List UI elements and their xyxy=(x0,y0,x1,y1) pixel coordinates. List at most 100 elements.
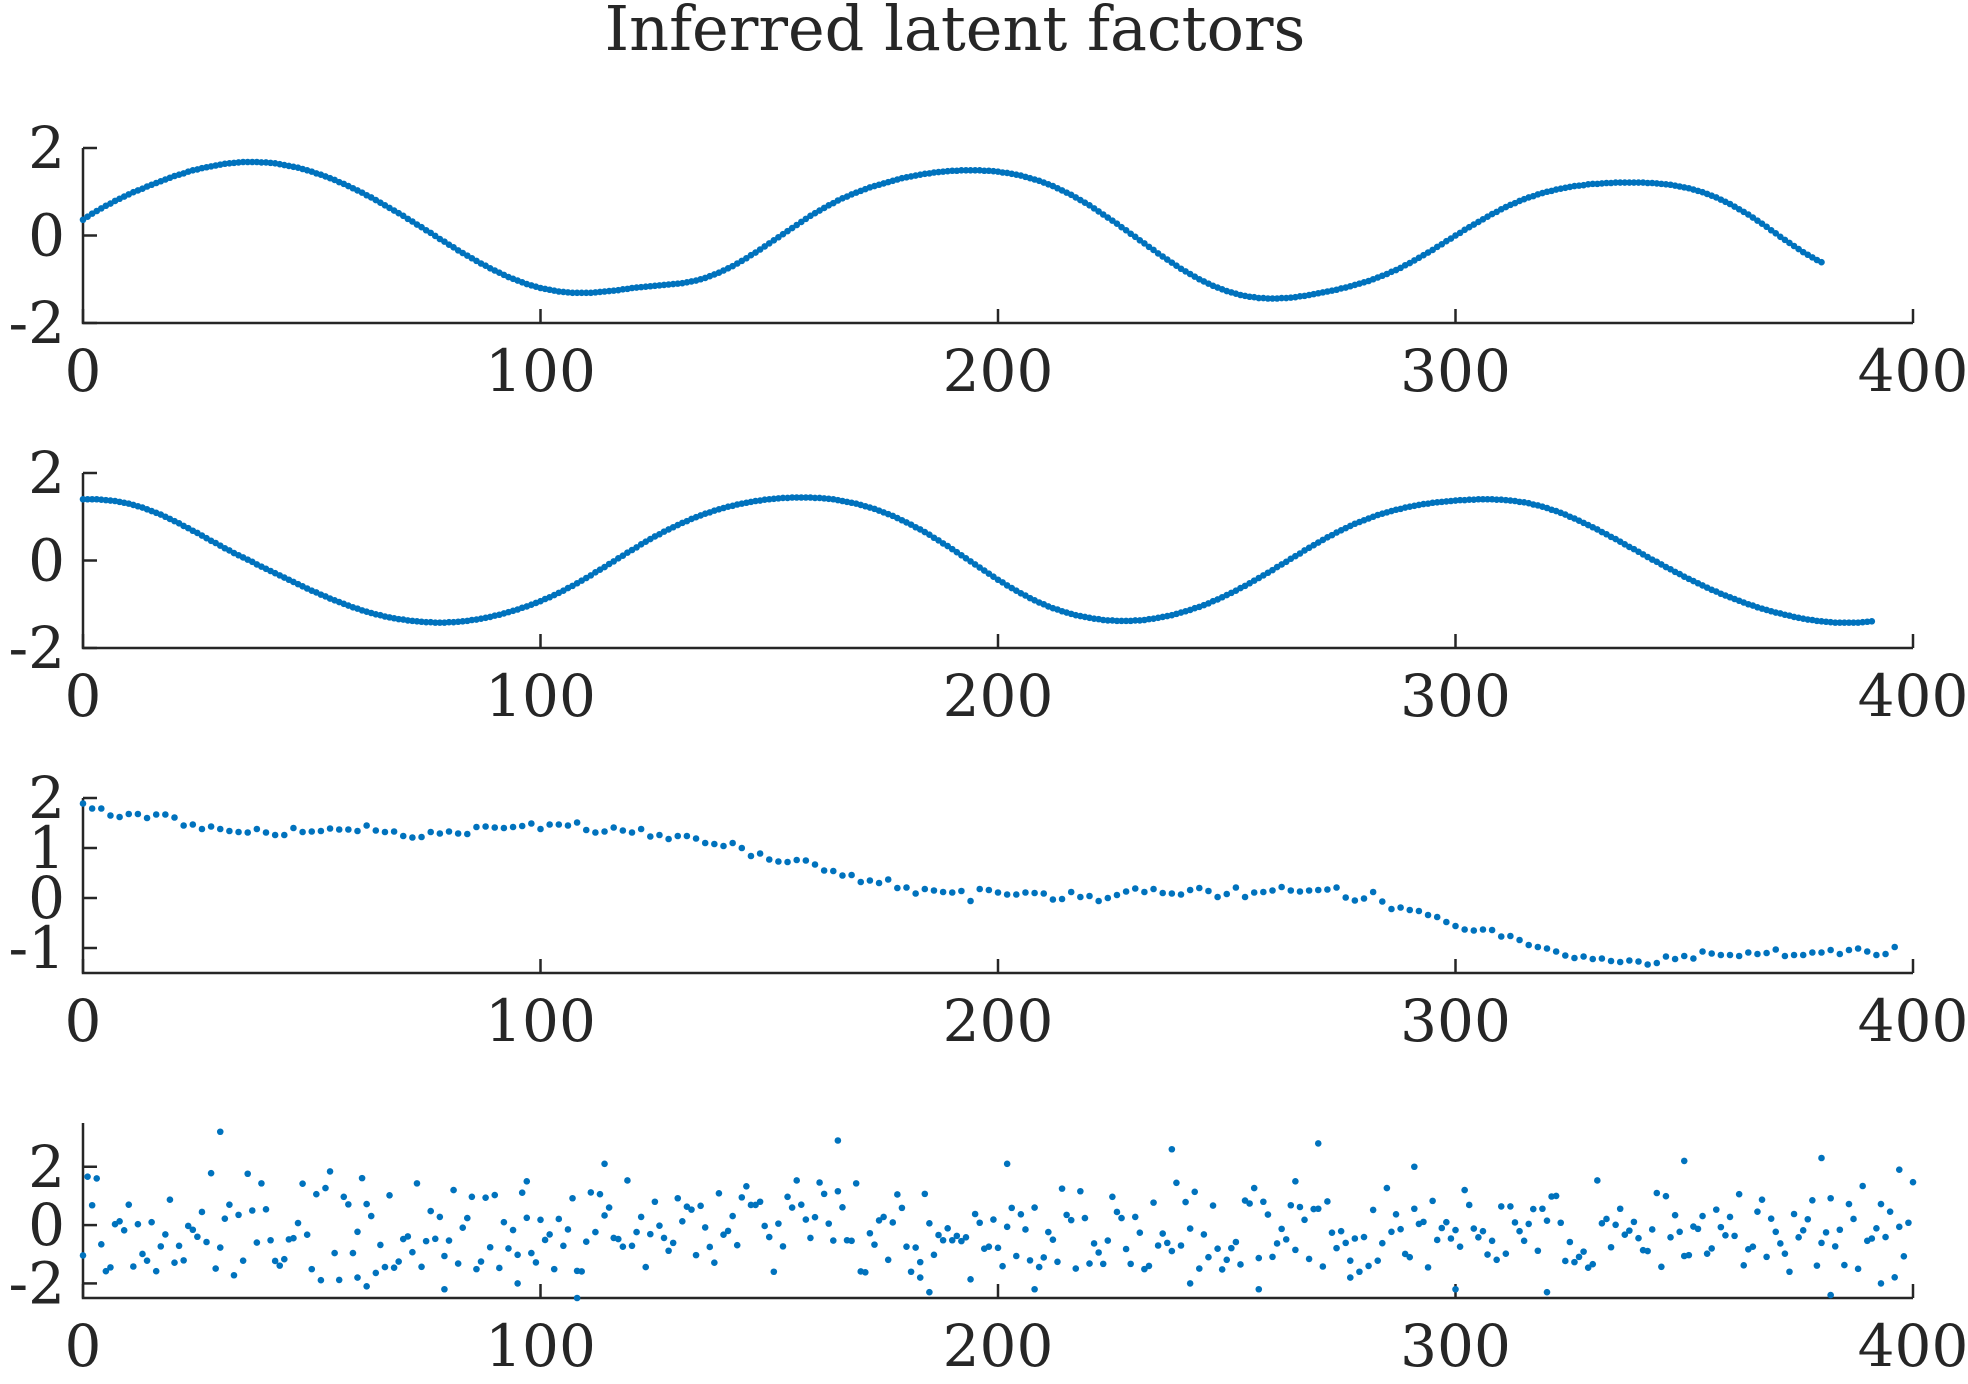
scatter-point xyxy=(1379,898,1386,905)
scatter-point xyxy=(1603,1215,1610,1223)
scatter-point xyxy=(1122,1245,1130,1253)
scatter-point xyxy=(1626,179,1633,186)
scatter-point xyxy=(903,884,910,891)
scatter-point xyxy=(1045,1228,1052,1236)
scatter-point xyxy=(1722,1231,1729,1239)
scatter-point xyxy=(431,619,439,626)
scatter-point xyxy=(1250,1184,1258,1192)
scatter-point xyxy=(1369,888,1377,896)
scatter-point xyxy=(811,861,819,868)
scatter-point xyxy=(1209,1202,1217,1209)
scatter-point xyxy=(1452,1226,1459,1234)
scatter-point xyxy=(573,289,581,297)
scatter-point xyxy=(276,1262,284,1269)
scatter-point xyxy=(491,824,499,831)
x-tick-label: 200 xyxy=(943,337,1054,405)
scatter-point xyxy=(1424,1264,1432,1271)
scatter-point xyxy=(1008,1204,1016,1212)
scatter-point xyxy=(848,1237,855,1245)
scatter-point xyxy=(1534,943,1542,951)
scatter-point xyxy=(1836,950,1844,958)
x-tick-label: 100 xyxy=(485,337,596,405)
scatter-point xyxy=(1529,1205,1537,1213)
scatter-point xyxy=(189,821,197,828)
scatter-point xyxy=(1154,1242,1162,1249)
scatter-point xyxy=(93,1175,101,1182)
scatter-point xyxy=(148,1218,155,1226)
scatter-point xyxy=(1369,1206,1377,1214)
x-tick-label: 200 xyxy=(943,987,1054,1055)
scatter-point xyxy=(1255,294,1263,302)
scatter-point xyxy=(468,1193,476,1201)
scatter-point xyxy=(720,1231,727,1239)
scatter-point xyxy=(1346,1257,1354,1264)
scatter-point xyxy=(1772,230,1780,237)
scatter-point xyxy=(1205,887,1212,895)
scatter-point xyxy=(1831,619,1839,626)
scatter-point xyxy=(1113,220,1121,227)
scatter-point xyxy=(1269,1253,1276,1261)
scatter-point xyxy=(999,1262,1006,1270)
scatter-point xyxy=(1763,223,1770,231)
scatter-point xyxy=(1909,1178,1917,1186)
scatter-point xyxy=(596,1190,604,1198)
scatter-point xyxy=(948,1236,956,1244)
scatter-point xyxy=(1218,1266,1226,1273)
scatter-point xyxy=(422,618,430,626)
scatter-point xyxy=(107,812,114,819)
scatter-point xyxy=(1411,1205,1418,1213)
scatter-point xyxy=(1058,895,1066,903)
scatter-point xyxy=(1465,1201,1473,1209)
scatter-point xyxy=(1488,926,1496,934)
scatter-point xyxy=(230,1271,238,1279)
scatter-point xyxy=(1159,1230,1166,1237)
scatter-point xyxy=(852,1180,860,1187)
scatter-point xyxy=(692,835,700,842)
scatter-point xyxy=(1758,1196,1766,1204)
scatter-point xyxy=(1086,892,1093,900)
scatter-point xyxy=(738,1194,746,1201)
scatter-point xyxy=(679,1217,686,1225)
scatter-point xyxy=(619,827,627,834)
scatter-point xyxy=(322,1184,329,1192)
scatter-point xyxy=(216,1244,224,1251)
scatter-point xyxy=(1699,1212,1706,1220)
scatter-point xyxy=(1850,619,1857,626)
scatter-point xyxy=(1694,1225,1702,1233)
scatter-point xyxy=(509,823,517,831)
scatter-point xyxy=(656,831,663,839)
scatter-point xyxy=(770,1268,778,1276)
scatter-point xyxy=(1104,894,1112,902)
scatter-point xyxy=(1022,889,1029,896)
scatter-point xyxy=(1397,1225,1404,1233)
scatter-point xyxy=(775,1220,782,1227)
scatter-point xyxy=(1356,1268,1363,1276)
scatter-point xyxy=(1699,948,1706,955)
scatter-point xyxy=(1095,1249,1102,1256)
scatter-point xyxy=(1575,1253,1583,1261)
scatter-point xyxy=(1475,1234,1482,1241)
scatter-point xyxy=(482,823,489,830)
scatter-point xyxy=(1228,1244,1235,1252)
scatter-point xyxy=(1031,1204,1038,1211)
scatter-point xyxy=(1786,1268,1793,1276)
x-tick-label: 200 xyxy=(943,1312,1054,1380)
scatter-point xyxy=(971,167,979,174)
scatter-point xyxy=(871,1241,878,1248)
scatter-point xyxy=(500,824,508,832)
scatter-point xyxy=(1461,926,1468,933)
scatter-point xyxy=(1781,1250,1789,1257)
scatter-point xyxy=(1415,907,1423,915)
scatter-point xyxy=(637,825,645,833)
scatter-point xyxy=(1772,1228,1780,1236)
scatter-point xyxy=(1539,1205,1546,1213)
scatter-point xyxy=(555,821,563,828)
scatter-point xyxy=(198,1208,206,1216)
scatter-point xyxy=(601,828,608,835)
scatter-point xyxy=(1273,1240,1281,1247)
scatter-point xyxy=(1141,240,1148,247)
scatter-point xyxy=(1895,1166,1903,1173)
scatter-point xyxy=(647,833,654,840)
scatter-point xyxy=(79,800,87,807)
scatter-point xyxy=(143,814,151,822)
